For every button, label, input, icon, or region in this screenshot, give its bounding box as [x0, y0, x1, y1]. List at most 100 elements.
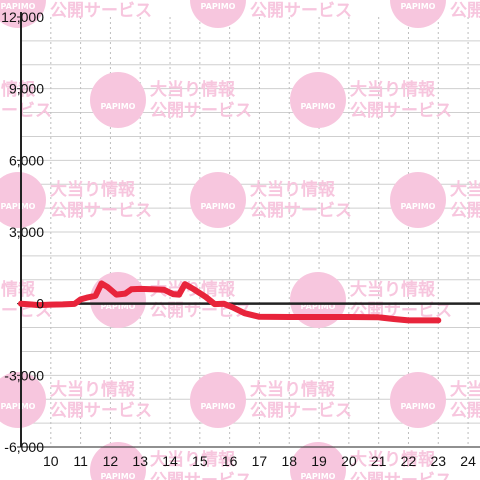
x-tick-label: 10: [43, 453, 59, 469]
x-tick-label: 23: [430, 453, 446, 469]
x-tick-label: 18: [281, 453, 297, 469]
papimo-logo-text: PAPIMO: [401, 402, 436, 411]
x-tick-label: 24: [460, 453, 476, 469]
watermark-line1: 大当り情報: [150, 79, 236, 100]
watermark-line2: 公開サービス: [250, 401, 352, 421]
y-tick-label: 9,000: [9, 81, 44, 97]
watermark-line2: 公開サービス: [250, 201, 352, 221]
axes: [17, 12, 480, 448]
papimo-logo: [290, 72, 346, 128]
watermark-line2: 公開サービス: [250, 1, 352, 21]
x-tick-label: 16: [222, 453, 238, 469]
watermark-line1: 大当り情報: [450, 379, 480, 400]
watermark-line1: 大当り情報: [350, 449, 436, 470]
watermark-line1: 大当り情報: [250, 379, 336, 400]
y-tick-label: 6,000: [9, 152, 44, 168]
papimo-logo-text: PAPIMO: [301, 302, 336, 311]
papimo-logo: [0, 172, 46, 228]
x-tick-label: 11: [73, 453, 88, 469]
papimo-logo: [190, 372, 246, 428]
watermark-line2: 公開サービス: [50, 1, 152, 21]
y-tick-label: 0: [36, 296, 44, 312]
series-line: [18, 280, 442, 324]
watermark-line2: 公開サービス: [350, 101, 452, 121]
papimo-logo: [190, 172, 246, 228]
papimo-logo: [390, 0, 446, 28]
watermark-line2: 公開サービス: [50, 201, 152, 221]
papimo-logo-text: PAPIMO: [1, 202, 36, 211]
y-tick-label: -6,000: [4, 439, 44, 455]
watermark-line2: 公開サービス: [0, 101, 52, 121]
papimo-logo-text: PAPIMO: [201, 202, 236, 211]
watermark-line1: 大当り情報: [0, 79, 36, 100]
papimo-logo-text: PAPIMO: [101, 302, 136, 311]
watermark-line2: 公開サービス: [50, 401, 152, 421]
papimo-logo-text: PAPIMO: [101, 102, 136, 111]
x-tick-label: 13: [132, 453, 148, 469]
series: [18, 280, 442, 324]
watermark-line1: 大当り情報: [50, 379, 136, 400]
papimo-logo: [90, 272, 146, 328]
y-tick-label: 3,000: [9, 224, 44, 240]
watermark-line2: 公開サービス: [150, 471, 252, 480]
papimo-logo: [0, 0, 46, 28]
papimo-logo-text: PAPIMO: [301, 102, 336, 111]
x-tick-label: 14: [162, 453, 178, 469]
papimo-logo: [390, 372, 446, 428]
papimo-logo: [90, 72, 146, 128]
papimo-logo-text: PAPIMO: [401, 2, 436, 11]
watermark-line2: 公開サービス: [450, 1, 480, 21]
papimo-logo-text: PAPIMO: [301, 472, 336, 480]
papimo-logo: [290, 442, 346, 480]
watermark-line1: 大当り情報: [250, 179, 336, 200]
papimo-logo: [0, 372, 46, 428]
x-tick-label: 12: [103, 453, 119, 469]
watermark-line1: 大当り情報: [450, 179, 480, 200]
papimo-logo: [190, 0, 246, 28]
watermark-line1: 大当り情報: [0, 279, 36, 300]
watermark-line2: 公開サービス: [150, 101, 252, 121]
y-tick-label: 12,000: [1, 9, 44, 25]
watermark-line2: 公開サービス: [350, 471, 452, 480]
watermark-line1: 大当り情報: [350, 279, 436, 300]
watermark-line1: 大当り情報: [150, 449, 236, 470]
x-tick-label: 20: [341, 453, 357, 469]
x-tick-label: 17: [252, 453, 268, 469]
papimo-logo: [390, 172, 446, 228]
papimo-logo-text: PAPIMO: [1, 2, 36, 11]
x-tick-label: 19: [311, 453, 327, 469]
watermark-line1: 大当り情報: [350, 79, 436, 100]
watermark-line2: 公開サービス: [450, 201, 480, 221]
papimo-logo-text: PAPIMO: [1, 402, 36, 411]
x-tick-label: 15: [192, 453, 208, 469]
x-tick-label: 22: [401, 453, 417, 469]
watermark-line1: 大当り情報: [50, 179, 136, 200]
papimo-logo-text: PAPIMO: [201, 402, 236, 411]
y-tick-label: -3,000: [4, 367, 44, 383]
papimo-logo-text: PAPIMO: [101, 472, 136, 480]
papimo-logo-text: PAPIMO: [401, 202, 436, 211]
tick-labels: -6,000 -3,000 0 3,000 6,000 9,000 12,000 10 11 12…: [1, 9, 476, 469]
x-tick-label: 21: [371, 453, 387, 469]
papimo-logo: [90, 442, 146, 480]
watermark-line2: 公開サービス: [450, 401, 480, 421]
